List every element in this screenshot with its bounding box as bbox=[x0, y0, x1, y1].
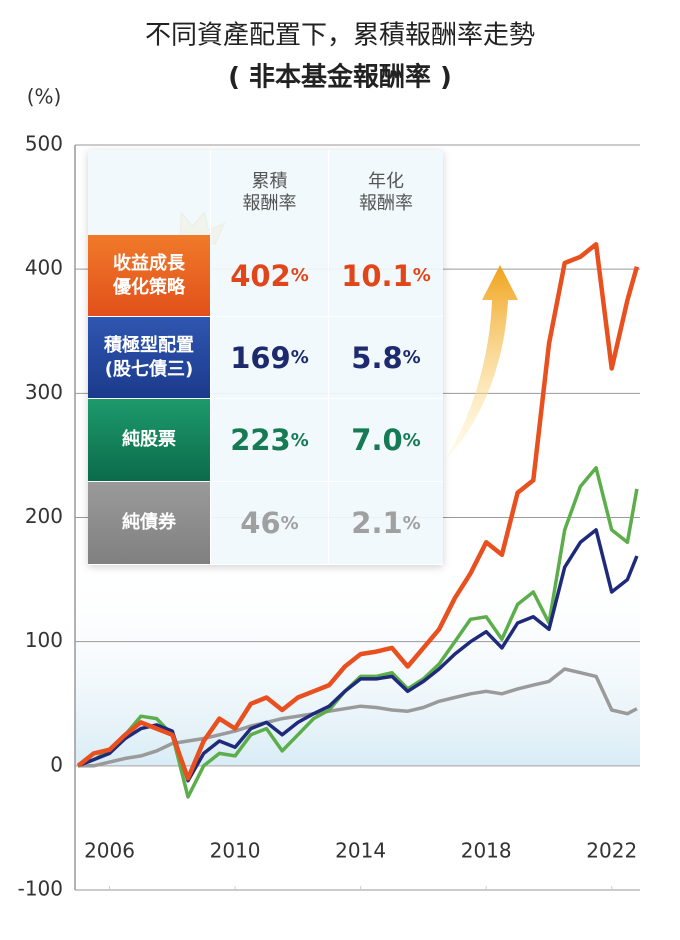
column-header: 年化 報酬率 bbox=[328, 150, 443, 235]
y-tick-label: 500 bbox=[25, 132, 63, 156]
y-tick-label: 200 bbox=[25, 504, 63, 528]
x-tick-label: 2010 bbox=[210, 839, 261, 863]
y-axis-unit: (%) bbox=[27, 85, 62, 109]
row-label: 積極型配置 (股七債三) bbox=[88, 317, 210, 399]
table-value: 169% bbox=[210, 317, 328, 399]
value-number: 2.1 bbox=[351, 506, 403, 540]
value-unit: % bbox=[402, 512, 421, 534]
table-value: 223% bbox=[210, 399, 328, 482]
series-line bbox=[78, 667, 638, 768]
y-tick-label: 100 bbox=[25, 628, 63, 652]
value-unit: % bbox=[402, 347, 421, 368]
series-line bbox=[76, 242, 640, 781]
value-unit: % bbox=[402, 429, 421, 451]
table-value: 10.1% bbox=[328, 235, 443, 317]
value-number: 5.8 bbox=[351, 340, 403, 375]
y-tick-label: 300 bbox=[25, 380, 63, 404]
series-line bbox=[77, 528, 639, 783]
row-label: 純股票 bbox=[88, 399, 210, 482]
x-tick-label: 2014 bbox=[335, 839, 386, 863]
x-tick-label: 2006 bbox=[84, 839, 135, 863]
table-value: 7.0% bbox=[328, 399, 443, 482]
header-blank bbox=[88, 150, 210, 235]
chart-title: 不同資產配置下，累積報酬率走勢 bbox=[145, 21, 535, 51]
row-label: 純債券 bbox=[88, 482, 210, 565]
value-number: 7.0 bbox=[351, 423, 403, 457]
value-number: 402 bbox=[230, 258, 291, 293]
value-number: 46 bbox=[240, 506, 281, 540]
column-header: 累積 報酬率 bbox=[210, 150, 328, 235]
x-tick-label: 2022 bbox=[586, 839, 637, 863]
table-value: 402% bbox=[210, 235, 328, 317]
x-tick-label: 2018 bbox=[461, 839, 512, 863]
table-value: 46% bbox=[210, 482, 328, 565]
summary-table: 累積 報酬率 年化 報酬率 收益成長 優化策略 402% 10.1% 積極型配置 (股七債… bbox=[88, 150, 443, 565]
row-label: 收益成長 優化策略 bbox=[88, 235, 210, 317]
value-unit: % bbox=[290, 265, 309, 286]
y-tick-label: 400 bbox=[25, 256, 63, 280]
y-tick-label: 0 bbox=[50, 752, 63, 776]
value-unit: % bbox=[412, 265, 431, 286]
value-unit: % bbox=[290, 347, 309, 368]
table-value: 5.8% bbox=[328, 317, 443, 399]
table-value: 2.1% bbox=[328, 482, 443, 565]
value-number: 10.1 bbox=[341, 258, 413, 293]
value-number: 223 bbox=[230, 423, 291, 457]
value-unit: % bbox=[280, 512, 299, 534]
arrow bbox=[445, 265, 518, 460]
chart-subtitle: ( 非本基金報酬率 ) bbox=[228, 62, 452, 93]
value-number: 169 bbox=[230, 340, 291, 375]
y-tick-label: -100 bbox=[18, 877, 63, 901]
value-unit: % bbox=[290, 429, 309, 451]
